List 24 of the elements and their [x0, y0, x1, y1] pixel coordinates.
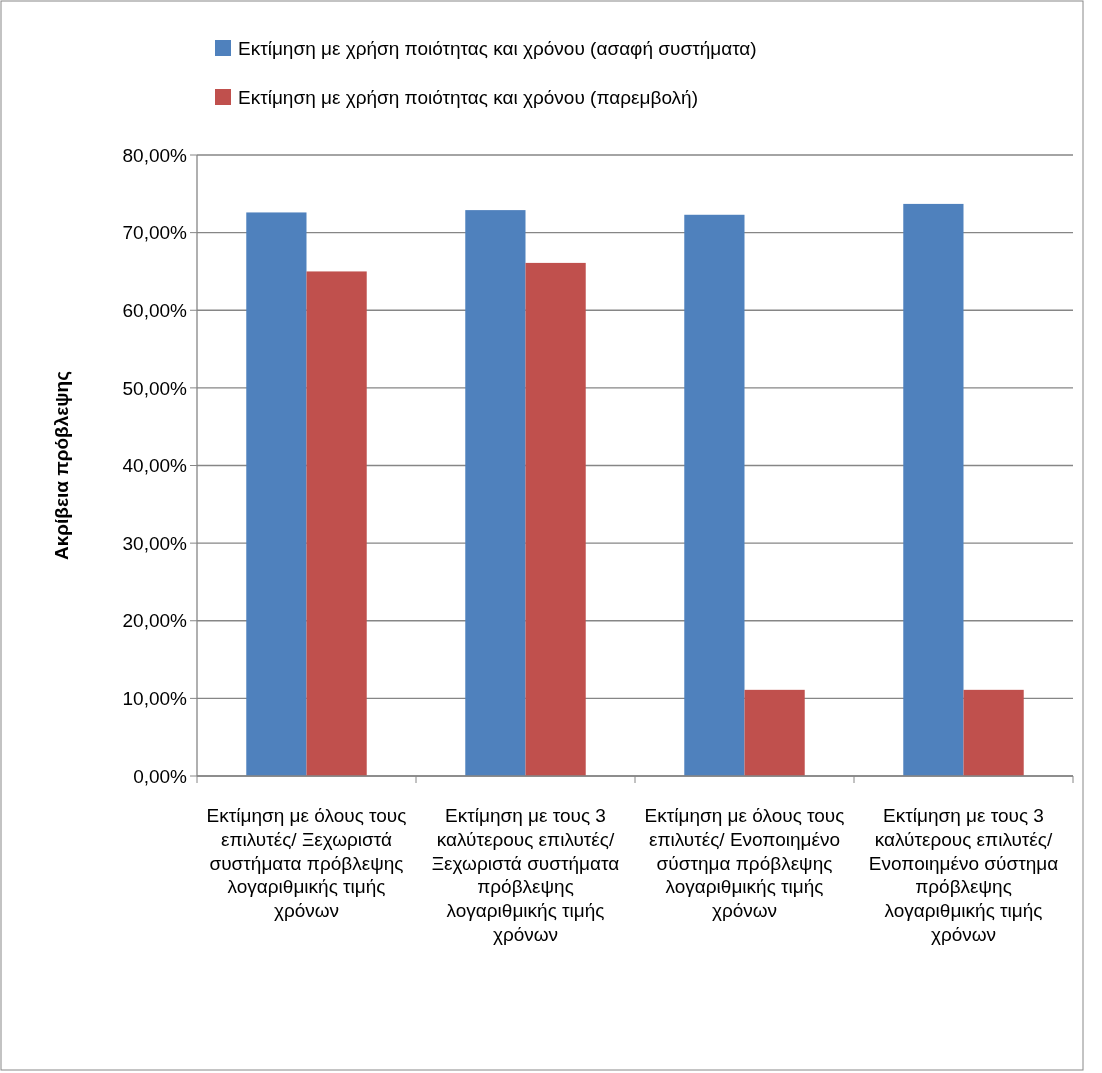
y-tick-label: 80,00% — [122, 144, 188, 166]
x-tick-label: Εκτίμηση με τους 3 καλύτερους επιλυτές/ Ξεχωριστά συστήματα πρόβλεψης λογαριθμικής τιμής χρόνων — [431, 805, 620, 945]
bar — [306, 271, 367, 776]
bar — [903, 203, 964, 776]
y-tick-label: 20,00% — [122, 610, 188, 632]
y-tick-label: 40,00% — [122, 455, 188, 477]
bar — [525, 262, 586, 776]
x-tick-label: Εκτίμηση με όλους τους επιλυτές/ Ξεχωριστά συστήματα πρόβλεψης λογαριθμικής τιμής χρόνων — [206, 805, 407, 921]
bar — [465, 210, 526, 776]
y-tick-label: 0,00% — [133, 765, 188, 787]
y-axis-title: Ακρίβεια πρόβλεψης — [51, 370, 72, 561]
x-tick-label: Εκτίμηση με όλους τους επιλυτές/ Ενοποιημένο σύστημα πρόβλεψης λογαριθμικής τιμής χρόνων — [644, 805, 845, 921]
bar — [744, 689, 805, 776]
y-tick-label: 70,00% — [122, 222, 188, 244]
x-tick-label: Εκτίμηση με τους 3 καλύτερους επιλυτές/ Ενοποιημένο σύστημα πρόβλεψης λογαριθμικής τιμής χρόνων — [868, 805, 1059, 945]
y-tick-label: 10,00% — [122, 688, 188, 710]
y-tick-label: 50,00% — [122, 377, 188, 399]
bar — [246, 212, 307, 776]
bar — [684, 214, 745, 776]
legend-label: Εκτίμηση με χρήση ποιότητας και χρόνου (παρεμβολή) — [238, 86, 698, 108]
bar — [963, 689, 1024, 776]
legend-label: Εκτίμηση με χρήση ποιότητας και χρόνου (ασαφή συστήματα) — [238, 37, 757, 59]
y-tick-label: 60,00% — [122, 299, 188, 321]
y-tick-label: 30,00% — [122, 532, 188, 554]
